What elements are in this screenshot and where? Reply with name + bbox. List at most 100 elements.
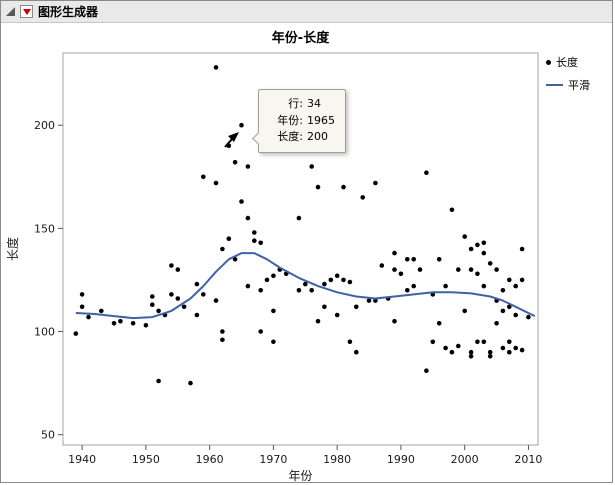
data-point[interactable]	[220, 246, 225, 252]
data-point[interactable]	[398, 271, 404, 277]
data-point[interactable]	[347, 339, 353, 345]
data-point[interactable]	[500, 288, 506, 293]
data-point[interactable]	[258, 240, 264, 246]
data-point[interactable]	[175, 296, 181, 301]
data-point[interactable]	[271, 339, 276, 345]
data-point[interactable]	[475, 271, 480, 277]
data-point[interactable]	[513, 283, 518, 289]
data-point[interactable]	[169, 292, 174, 297]
data-point[interactable]	[303, 281, 308, 287]
data-point[interactable]	[213, 180, 219, 186]
data-point[interactable]	[201, 292, 206, 297]
data-point[interactable]	[328, 277, 334, 283]
data-point[interactable]	[264, 277, 270, 283]
data-point[interactable]	[258, 329, 264, 334]
data-point[interactable]	[86, 314, 91, 320]
data-point[interactable]	[347, 279, 353, 285]
data-point[interactable]	[99, 308, 104, 314]
data-point[interactable]	[417, 267, 423, 272]
data-point[interactable]	[487, 261, 493, 266]
data-point[interactable]	[201, 174, 206, 180]
data-point[interactable]	[456, 267, 461, 272]
data-point[interactable]	[213, 298, 219, 303]
legend-item-smooth[interactable]: 平滑	[546, 77, 590, 93]
data-point[interactable]	[354, 349, 359, 355]
data-point[interactable]	[232, 160, 238, 165]
data-point[interactable]	[309, 288, 315, 293]
data-point[interactable]	[334, 312, 340, 318]
data-point[interactable]	[424, 170, 429, 175]
data-point[interactable]	[245, 164, 251, 169]
data-point[interactable]	[156, 308, 161, 314]
data-point[interactable]	[150, 294, 155, 299]
data-point[interactable]	[481, 339, 487, 345]
data-point[interactable]	[322, 281, 327, 287]
data-point[interactable]	[296, 215, 302, 221]
data-point[interactable]	[354, 304, 359, 310]
data-point[interactable]	[526, 314, 531, 320]
data-point[interactable]	[481, 250, 487, 256]
data-point[interactable]	[232, 257, 238, 262]
data-point[interactable]	[220, 337, 225, 343]
data-point[interactable]	[436, 257, 442, 262]
data-point[interactable]	[462, 234, 468, 239]
data-point[interactable]	[462, 308, 468, 314]
data-point[interactable]	[156, 378, 161, 384]
legend-item-points[interactable]: 长度	[546, 54, 590, 70]
data-point[interactable]	[379, 263, 385, 268]
data-point[interactable]	[220, 329, 225, 334]
data-point[interactable]	[468, 246, 474, 252]
data-point[interactable]	[143, 323, 149, 328]
data-point[interactable]	[392, 250, 397, 256]
data-point[interactable]	[449, 207, 455, 213]
data-point[interactable]	[468, 349, 474, 355]
data-point[interactable]	[507, 339, 512, 345]
data-point[interactable]	[366, 298, 372, 303]
data-point[interactable]	[373, 180, 378, 186]
data-point[interactable]	[494, 321, 499, 326]
data-point[interactable]	[487, 349, 493, 355]
data-point[interactable]	[443, 345, 448, 351]
data-point[interactable]	[226, 236, 232, 241]
data-point[interactable]	[188, 380, 193, 386]
data-point[interactable]	[411, 283, 417, 289]
data-point[interactable]	[405, 257, 410, 262]
data-point[interactable]	[252, 230, 257, 235]
data-point[interactable]	[169, 263, 174, 268]
data-point[interactable]	[175, 267, 181, 272]
data-point[interactable]	[436, 321, 442, 326]
data-point[interactable]	[430, 339, 436, 345]
data-point[interactable]	[150, 302, 155, 308]
data-point[interactable]	[271, 308, 276, 314]
disclosure-triangle-icon[interactable]	[6, 7, 15, 16]
data-point[interactable]	[494, 267, 499, 272]
data-point[interactable]	[507, 277, 512, 283]
data-point[interactable]	[456, 343, 461, 349]
data-point[interactable]	[468, 354, 474, 359]
data-point[interactable]	[194, 281, 200, 287]
data-point[interactable]	[513, 345, 518, 351]
data-point[interactable]	[519, 347, 525, 353]
smooth-line[interactable]	[75, 252, 536, 320]
data-point[interactable]	[334, 273, 340, 279]
data-point[interactable]	[481, 240, 487, 246]
data-point[interactable]	[507, 349, 512, 355]
data-point[interactable]	[519, 277, 525, 283]
data-point[interactable]	[309, 164, 315, 169]
data-point[interactable]	[245, 283, 251, 289]
data-point[interactable]	[443, 283, 448, 289]
data-point[interactable]	[271, 273, 276, 279]
data-point[interactable]	[392, 318, 397, 324]
data-point[interactable]	[181, 304, 187, 310]
data-point[interactable]	[111, 321, 117, 326]
data-point[interactable]	[507, 304, 512, 310]
data-point[interactable]	[194, 312, 200, 318]
data-point[interactable]	[79, 292, 85, 297]
data-point[interactable]	[481, 283, 487, 289]
data-point[interactable]	[513, 312, 518, 318]
data-point[interactable]	[500, 308, 506, 314]
data-point[interactable]	[252, 238, 257, 243]
data-point[interactable]	[73, 331, 79, 336]
data-point[interactable]	[213, 65, 219, 70]
data-point[interactable]	[487, 354, 493, 359]
